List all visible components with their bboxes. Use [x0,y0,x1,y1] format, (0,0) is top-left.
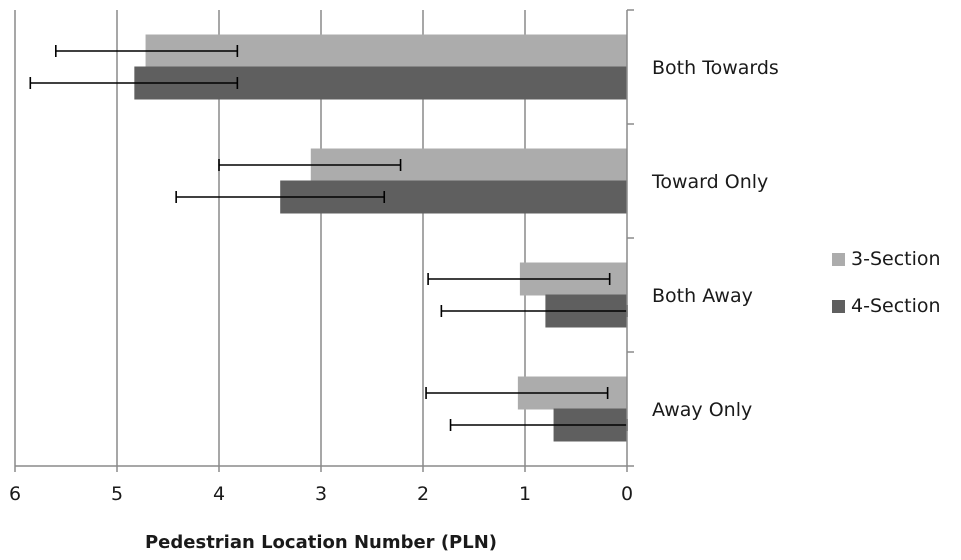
category-label: Away Only [652,399,752,421]
x-tick-label: 0 [621,483,633,505]
category-labels: Both Towards Toward Only Both Away Away Onl… [651,57,779,421]
bars [134,34,627,442]
x-tick-label: 5 [111,483,123,505]
x-tick-labels: 0 1 2 3 4 5 6 [9,483,633,505]
category-label: Both Away [652,285,753,307]
x-tick-label: 6 [9,483,21,505]
category-label: Both Towards [652,57,779,79]
x-tick-label: 3 [315,483,327,505]
x-axis-title: Pedestrian Location Number (PLN) [145,532,497,553]
x-tick-label: 1 [519,483,531,505]
x-tick-label: 2 [417,483,429,505]
legend-label-4-Section: 4-Section [851,295,941,317]
axes [14,9,634,472]
error-bars [29,45,628,431]
category-label: Toward Only [651,171,768,193]
legend-swatch-4-Section [832,300,845,313]
legend: 3-Section 4-Section [832,248,941,317]
x-tick-label: 4 [213,483,225,505]
legend-swatch-3-Section [832,253,845,266]
legend-label-3-Section: 3-Section [851,248,941,270]
